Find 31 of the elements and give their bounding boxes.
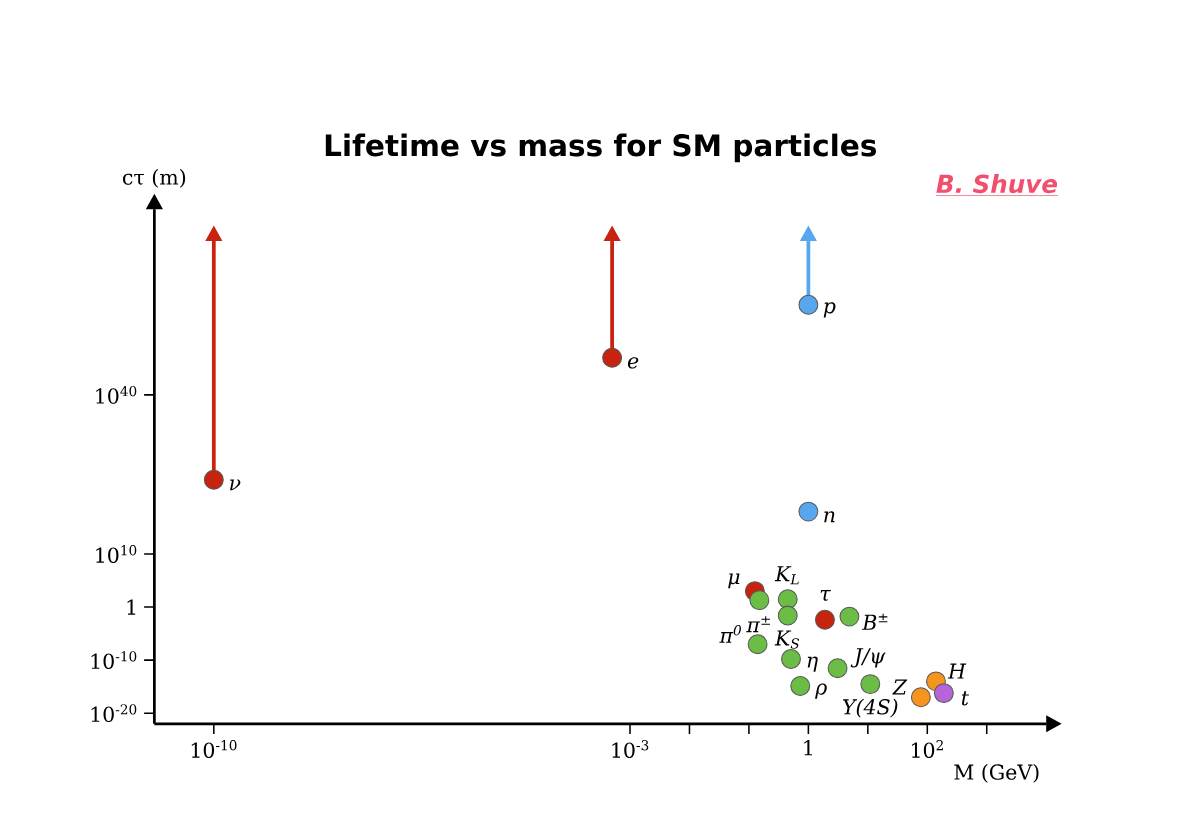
annotation: K$_{L}$ <box>774 566 799 585</box>
annotation: η <box>807 656 818 672</box>
x-tick-label: 10$^{-10}$ <box>191 739 237 758</box>
annotation: J/ψ <box>850 648 886 668</box>
x-tick-label: 1 <box>804 740 812 756</box>
x-axis-title: M (GeV) <box>954 763 1039 783</box>
annotation: H <box>947 663 967 679</box>
x-tick-label: 10$^{-3}$ <box>612 739 649 758</box>
annotation: t <box>961 691 970 706</box>
annotation: e <box>627 357 639 369</box>
y-axis-title: cτ (m) <box>122 168 186 188</box>
chart-title: Lifetime vs mass for SM particles <box>325 133 876 163</box>
annotation: Υ(4S) <box>843 698 898 718</box>
y-tick-label: 10$^{-10}$ <box>91 651 137 670</box>
annotation: μ <box>728 573 740 589</box>
annotation: ρ <box>815 683 827 699</box>
annotation: K$_{S}$ <box>774 630 800 649</box>
y-tick-label: 10$^{10}$ <box>96 545 137 563</box>
y-tick-label: 10$^{40}$ <box>96 385 137 404</box>
annotation: π$^{±}$ <box>746 616 770 633</box>
x-tick-label: 10$^{2}$ <box>911 739 943 758</box>
annotation: τ <box>820 590 831 601</box>
annotation: π$^{0}$ <box>719 625 741 643</box>
annotation: B$^{±}$ <box>861 613 888 630</box>
y-tick-label: 1 <box>127 599 136 615</box>
annotation: p <box>823 302 836 318</box>
annotation: ν <box>230 479 241 491</box>
text: B. Shuve <box>936 174 1058 194</box>
y-tick-label: 10$^{-20}$ <box>91 704 137 723</box>
annotation: Z <box>892 679 908 695</box>
annotation: n <box>824 511 835 523</box>
